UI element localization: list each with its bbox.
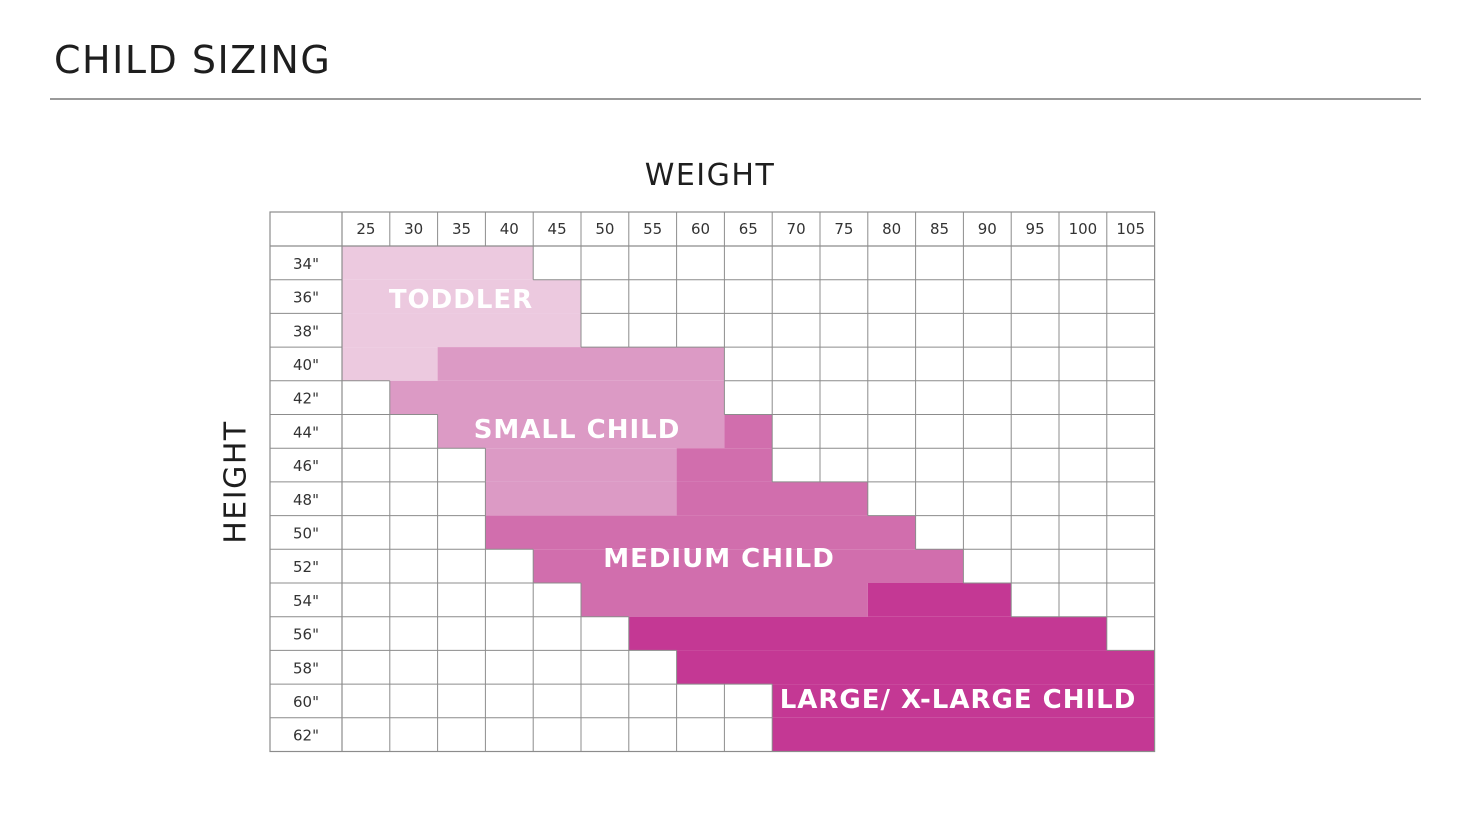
zone-3-row-3 [772,684,1155,718]
x-tick-label: 25 [356,220,375,238]
y-tick-label: 36" [293,289,319,307]
zone-2-row-1 [676,448,773,482]
x-tick-label: 90 [978,220,997,238]
y-tick-label: 44" [293,423,319,441]
x-tick-label: 105 [1116,220,1145,238]
y-tick-label: 46" [293,457,319,475]
y-tick-label: 34" [293,255,319,273]
zone-0-row-3 [342,347,438,381]
y-tick-label: 56" [293,626,319,644]
zone-1-row-0 [437,347,725,381]
zone-1-row-2 [437,414,725,449]
page-title: CHILD SIZING [54,38,332,82]
x-tick-label: 95 [1026,220,1045,238]
x-tick-label: 35 [452,220,471,238]
zone-2-row-3 [485,515,916,550]
x-tick-label: 50 [595,220,614,238]
y-tick-label: 42" [293,390,319,408]
title-divider [50,98,1421,100]
x-tick-label: 100 [1069,220,1098,238]
zone-labels-layer: TODDLER SMALL CHILD MEDIUM CHILD LARGE/ X-L… [389,285,1137,715]
x-tick-label: 65 [739,220,758,238]
y-tick-label: 62" [293,727,319,745]
zone-0-row-2 [342,313,581,348]
zone-label-2: MEDIUM CHILD [603,544,835,574]
y-tick-label: 54" [293,592,319,610]
x-tick-label: 85 [930,220,949,238]
zone-3-row-2 [676,650,1155,685]
zone-1-row-3 [485,448,677,482]
x-tick-label: 30 [404,220,423,238]
zone-2-row-0 [724,414,773,449]
y-tick-label: 52" [293,558,319,576]
zone-3-row-4 [772,717,1155,752]
y-tick-label: 48" [293,491,319,509]
zone-3-row-1 [628,616,1107,651]
zone-label-0: TODDLER [389,285,533,315]
y-tick-label: 38" [293,322,319,340]
zone-0-row-1 [342,279,581,314]
zone-2-row-2 [676,481,868,516]
zone-2-row-4 [533,549,964,583]
ticks-layer: 25 30 35 40 45 50 55 60 65 70 75 80 85 90 95 100 105 34" 3… [293,220,1145,745]
x-tick-label: 45 [548,220,567,238]
y-tick-label: 60" [293,693,319,711]
y-tick-label: 58" [293,659,319,677]
y-tick-label: 50" [293,524,319,542]
x-tick-label: 80 [882,220,901,238]
zones-layer [342,246,1155,752]
zone-1-row-1 [389,380,725,415]
x-tick-label: 70 [787,220,806,238]
grid-layer [269,211,1156,753]
x-tick-label: 40 [500,220,519,238]
x-axis-label: WEIGHT [644,158,776,193]
x-tick-label: 55 [643,220,662,238]
y-tick-label: 40" [293,356,319,374]
zone-1-row-4 [485,481,677,516]
zone-label-1: SMALL CHILD [474,415,681,445]
x-tick-label: 75 [834,220,853,238]
x-tick-label: 60 [691,220,710,238]
zone-2-row-5 [581,583,868,617]
zone-label-3: LARGE/ X-LARGE CHILD [780,685,1137,715]
zone-3-row-0 [867,583,1012,617]
zone-0-row-0 [342,246,534,280]
